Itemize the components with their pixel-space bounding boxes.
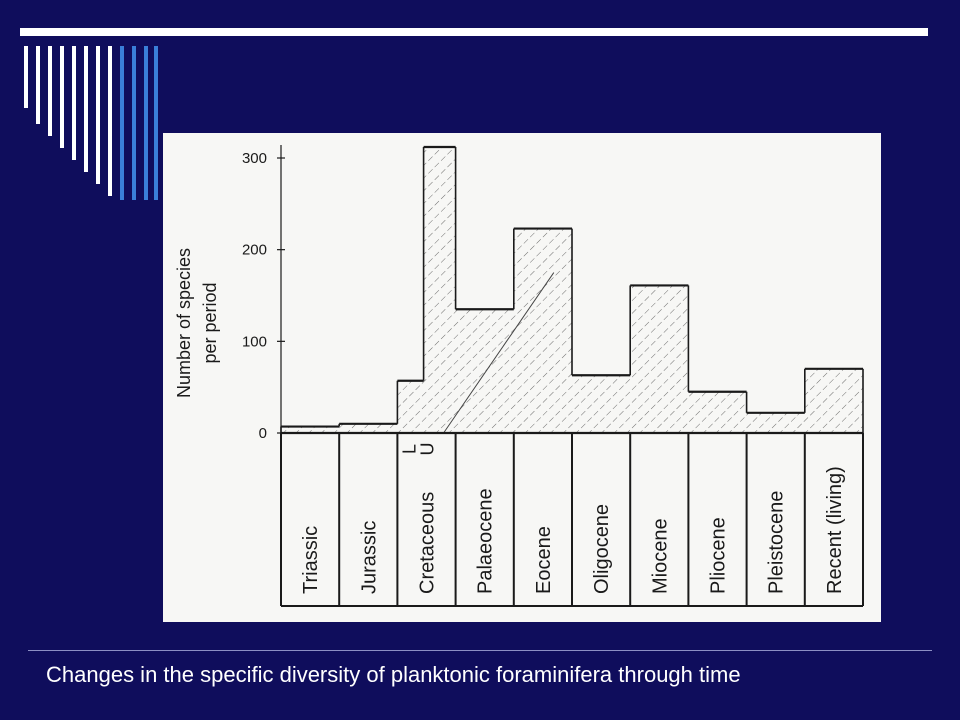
decorative-stripe — [72, 46, 76, 160]
caption-divider — [28, 650, 932, 651]
decorative-stripe — [36, 46, 40, 124]
cretaceous-subdivision-label: L — [399, 444, 419, 454]
category-label: Eocene — [533, 526, 555, 594]
decorative-stripe — [96, 46, 100, 184]
cretaceous-subdivision-label: U — [417, 443, 437, 456]
category-label: Cretaceous — [417, 492, 439, 594]
y-tick-label: 300 — [242, 150, 267, 167]
chart-figure: Number of species per period 0 100 200 300 … — [163, 133, 881, 622]
category-label: Jurassic — [358, 521, 380, 594]
decorative-stripe — [84, 46, 88, 172]
decorative-stripe — [24, 46, 28, 108]
decorative-stripe — [108, 46, 112, 196]
top-rule — [20, 28, 928, 36]
decorative-stripes — [24, 46, 158, 200]
foraminifera-diversity-chart: Number of species per period 0100200300 … — [174, 145, 864, 607]
decorative-stripe — [48, 46, 52, 136]
trend-guide-line — [443, 272, 555, 434]
y-axis-title-line-2: per period — [200, 282, 220, 363]
y-axis-title-line-1: Number of species — [174, 248, 194, 398]
category-label: Triassic — [300, 526, 322, 594]
category-label: Recent (living) — [824, 466, 846, 594]
y-axis-title: Number of species per period — [174, 248, 220, 398]
decorative-stripe — [120, 46, 124, 200]
category-label: Palaeocene — [475, 488, 497, 594]
decorative-stripe — [132, 46, 136, 200]
category-label: Pleistocene — [766, 491, 788, 594]
slide-caption: Changes in the specific diversity of pla… — [46, 662, 741, 687]
category-label: Oligocene — [591, 504, 613, 594]
y-tick-label: 0 — [259, 425, 267, 442]
y-tick-label: 100 — [242, 333, 267, 350]
decorative-stripe — [60, 46, 64, 148]
decorative-stripe — [144, 46, 148, 200]
y-tick-label: 200 — [242, 242, 267, 259]
decorative-stripe — [154, 46, 158, 200]
category-label: Miocene — [649, 518, 671, 594]
category-label: Pliocene — [708, 517, 730, 594]
